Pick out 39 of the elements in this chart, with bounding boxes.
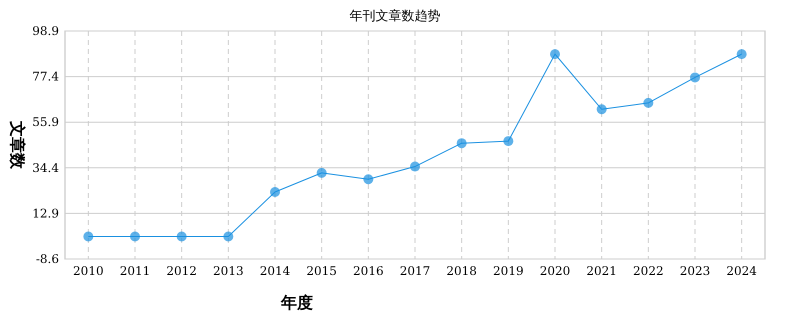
x-tick-label: 2020	[540, 264, 570, 278]
x-tick-label: 2016	[353, 264, 384, 278]
x-tick-label: 2011	[120, 264, 150, 278]
x-tick-label: 2024	[726, 264, 758, 278]
point	[550, 49, 560, 60]
point	[223, 232, 234, 242]
y-tick-label: -8.6	[36, 252, 59, 266]
chart-title: 年刊文章数趋势	[350, 9, 440, 24]
point	[363, 174, 374, 184]
point	[410, 162, 420, 172]
x-tick-label: 2012	[166, 264, 197, 278]
x-tick-label: 2017	[400, 264, 430, 278]
x-axis-title: 年度	[280, 293, 313, 312]
point	[176, 232, 187, 242]
point	[83, 232, 94, 242]
x-tick-label: 2010	[73, 264, 104, 278]
point	[736, 49, 747, 60]
point	[270, 186, 280, 197]
y-tick-label: 55.9	[32, 115, 59, 130]
point	[643, 98, 654, 108]
point	[503, 136, 514, 146]
y-tick-label: 34.4	[32, 160, 60, 175]
point	[130, 232, 140, 242]
x-tick-label: 2023	[680, 264, 710, 278]
x-tick-label: 2013	[213, 264, 244, 278]
x-tick-label: 2019	[493, 264, 524, 278]
point	[690, 72, 700, 82]
x-tick-label: 2014	[260, 264, 291, 278]
y-axis-title: 文章数	[8, 120, 27, 170]
point	[596, 104, 607, 114]
x-tick-label: 2018	[446, 264, 477, 278]
x-tick-label: 2021	[586, 264, 617, 278]
x-tick-label: 2022	[633, 264, 664, 278]
y-tick-label: 98.9	[32, 24, 59, 38]
x-tick-label: 2015	[306, 264, 337, 278]
y-tick-label: 77.4	[32, 70, 60, 84]
point	[316, 168, 327, 178]
point	[456, 138, 467, 148]
y-tick-label: 12.9	[32, 206, 59, 220]
